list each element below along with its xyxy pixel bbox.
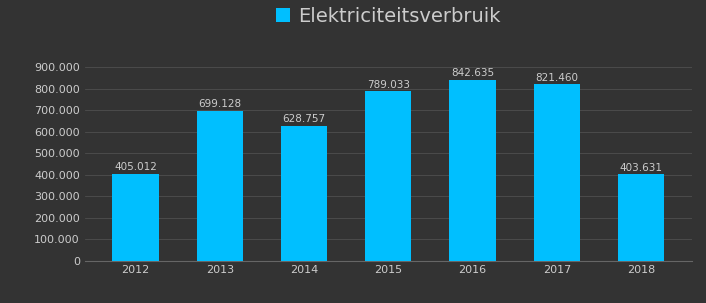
Text: 842.635: 842.635 [451,68,494,78]
Text: 821.460: 821.460 [535,73,578,83]
Text: 403.631: 403.631 [620,163,663,173]
Bar [534,84,580,261]
Bar [281,126,327,261]
Text: 628.757: 628.757 [282,114,325,124]
Bar [112,174,159,261]
Bar [196,111,243,261]
Bar [618,174,664,261]
Text: 405.012: 405.012 [114,162,157,172]
Bar [365,91,412,261]
Text: 699.128: 699.128 [198,99,241,109]
Bar [450,80,496,261]
Text: 789.033: 789.033 [367,80,409,90]
Legend: Elektriciteitsverbruik: Elektriciteitsverbruik [276,7,501,25]
